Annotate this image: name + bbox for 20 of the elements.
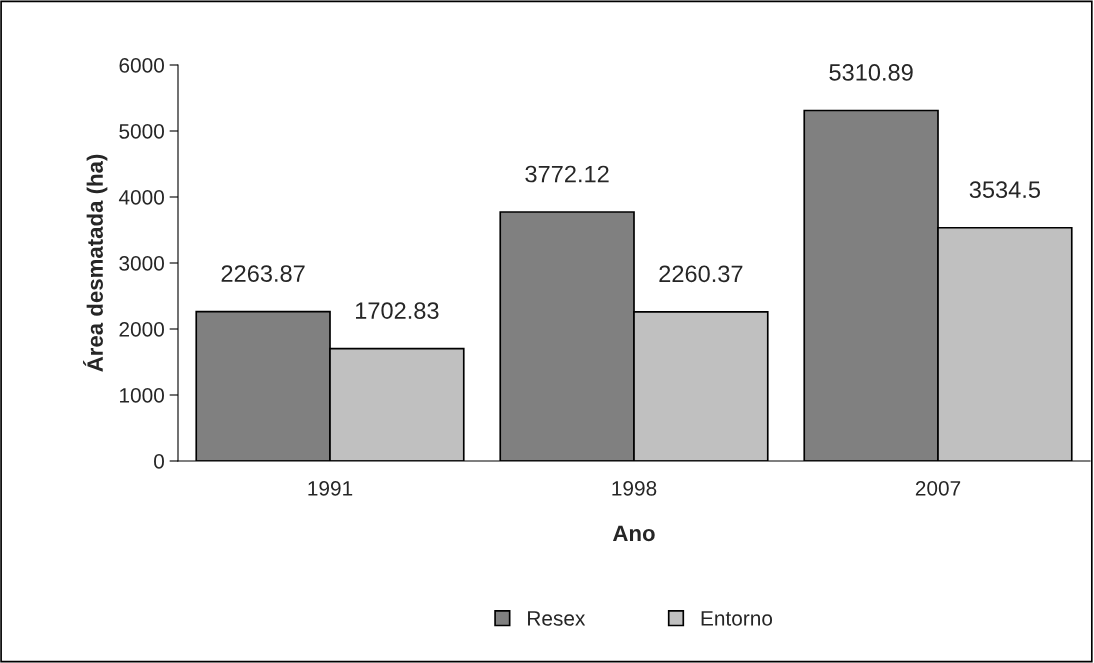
x-axis-title: Ano xyxy=(612,525,655,542)
x-tick-label: 1998 xyxy=(612,480,657,496)
y-tick-label: 0 xyxy=(154,454,164,469)
y-tick-label: 2000 xyxy=(119,322,164,337)
y-tick-label: 1000 xyxy=(120,388,164,403)
legend-label: Resex xyxy=(528,611,586,626)
data-label: 2263.87 xyxy=(221,265,305,282)
data-label: 3772.12 xyxy=(525,165,609,183)
data-label: 2260.37 xyxy=(659,265,743,283)
x-tick-label: 2007 xyxy=(915,480,961,496)
y-tick-label: 6000 xyxy=(119,58,164,73)
y-axis-title: Área desmatada (ha) xyxy=(83,154,108,372)
data-label: 3534.5 xyxy=(969,181,1040,199)
data-label: 1702.83 xyxy=(356,302,439,319)
x-tick-label: 1991 xyxy=(308,480,353,496)
y-tick-label: 4000 xyxy=(118,190,164,205)
y-tick-label: 3000 xyxy=(119,256,164,271)
data-label: 5310.89 xyxy=(829,64,913,81)
legend-label: Entorno xyxy=(701,611,773,626)
y-tick-label: 5000 xyxy=(119,124,164,139)
